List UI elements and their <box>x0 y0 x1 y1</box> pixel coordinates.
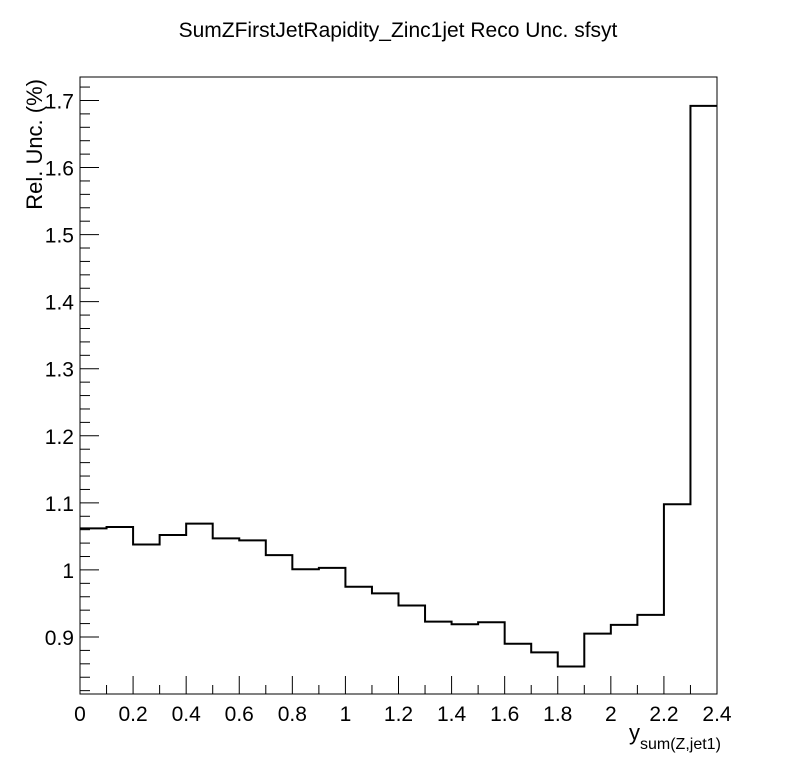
x-axis-label: ysum(Z,jet1) <box>629 720 721 753</box>
x-tick-label: 0.8 <box>278 703 307 726</box>
chart-title: SumZFirstJetRapidity_Zinc1jet Reco Unc. … <box>179 19 618 42</box>
y-axis: 0.9 1 1.1 1.2 1.3 1.4 1.5 1.6 1.7 <box>45 86 99 692</box>
x-tick-label: 0.4 <box>172 703 202 726</box>
y-tick-label: 1.5 <box>45 225 74 248</box>
x-tick-label: 2.2 <box>649 703 678 726</box>
x-axis-label-subscript: sum(Z,jet1) <box>640 736 721 753</box>
x-tick-label: 1.8 <box>543 703 572 726</box>
y-tick-label: 0.9 <box>45 627 74 650</box>
y-tick-label: 1.3 <box>45 359 74 382</box>
x-tick-label: 1.6 <box>490 703 519 726</box>
y-tick-label: 1.7 <box>45 90 74 113</box>
x-tick-label: 0.2 <box>118 703 147 726</box>
x-tick-label: 0.6 <box>225 703 254 726</box>
x-axis-label-main: y <box>629 720 640 745</box>
y-tick-label: 1.6 <box>45 158 74 181</box>
y-tick-label: 1.4 <box>45 292 75 315</box>
y-tick-label: 1.1 <box>45 493 74 516</box>
x-axis: 0 0.2 0.4 0.6 0.8 1 1.2 1.4 1.6 1.8 2 2.2 2.4 <box>74 676 732 726</box>
x-tick-label: 2 <box>605 703 617 726</box>
x-tick-label: 1.2 <box>384 703 413 726</box>
x-tick-label: 1 <box>340 703 352 726</box>
x-tick-label: 1.4 <box>437 703 467 726</box>
y-axis-label: Rel. Unc. (%) <box>22 79 47 210</box>
x-tick-label: 0 <box>74 703 86 726</box>
y-tick-label: 1 <box>62 560 74 583</box>
y-tick-label: 1.2 <box>45 426 74 449</box>
x-tick-label: 2.4 <box>702 703 732 726</box>
histogram-series <box>80 104 717 668</box>
